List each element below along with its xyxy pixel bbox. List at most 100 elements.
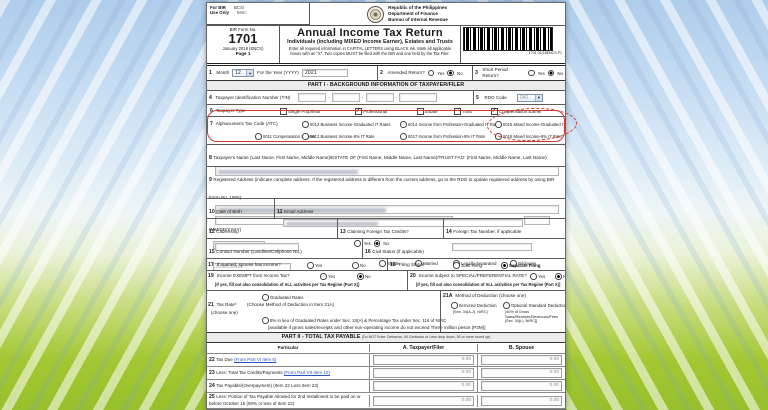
tax-rate-label: Tax Rate* xyxy=(216,302,237,308)
short-period-label: Short Period Return? xyxy=(482,67,508,78)
professional-checkbox[interactable]: ✓ xyxy=(355,108,362,115)
single-proprietor-checkbox[interactable] xyxy=(280,108,287,115)
civil-widower-radio[interactable] xyxy=(510,260,517,267)
form-no-label: BIR Form No. xyxy=(229,27,257,32)
tin-box-2[interactable] xyxy=(331,93,360,102)
foreign-tax-number-label: Foreign Tax Number, if applicable xyxy=(453,229,522,234)
atc-ii014-radio[interactable] xyxy=(400,121,407,128)
row-items-19-20: 19 Income EXEMPT from Income Tax? Yes No … xyxy=(207,270,565,290)
row-items-12-14: 12 Citizenship 13 Claiming Foreign Tax Cre… xyxy=(207,218,565,252)
row-items-21-21a: Graduated Rates 21 Tax Rate* (Choose Meth… xyxy=(207,290,565,332)
zip-code-input[interactable] xyxy=(524,216,551,225)
use-only-label: Use Only xyxy=(210,10,230,15)
redacted-value xyxy=(286,221,378,227)
civil-single-radio[interactable] xyxy=(379,260,386,267)
citizenship-input[interactable] xyxy=(215,243,299,252)
atc-ii013-radio[interactable] xyxy=(302,133,309,140)
col-spouse: B. Spouse xyxy=(477,344,565,352)
part6-item5-link[interactable]: (From Part VI Item 5) xyxy=(234,356,277,362)
part7-item10-link[interactable]: (From Part VII Item 10) xyxy=(283,369,330,375)
dropdown-arrow-icon: ▼ xyxy=(246,70,254,76)
atc-ii015-radio[interactable] xyxy=(495,121,502,128)
civil-married-radio[interactable] xyxy=(415,260,422,267)
filing-status-label: Filing Status xyxy=(398,262,424,268)
month-select[interactable]: 12 ▼ xyxy=(232,69,255,77)
registered-address-input-1[interactable] xyxy=(215,205,559,214)
rdo-code-label: RDO Code xyxy=(484,94,507,100)
foreign-tax-number-input[interactable] xyxy=(452,243,532,252)
second-installment-spouse-input[interactable]: 0.00 xyxy=(481,395,562,406)
tax-credits-filer-input[interactable]: 0.00 xyxy=(373,368,474,378)
amended-no-radio[interactable] xyxy=(447,69,455,77)
separate-filing-radio[interactable] xyxy=(501,262,508,269)
itemized-deduction-radio[interactable] xyxy=(451,302,458,309)
year-label: For the Year (YYYY) xyxy=(257,70,299,76)
atc-ii012-radio[interactable] xyxy=(302,121,309,128)
form-version: January 2018 (ENCS) xyxy=(222,45,264,51)
dof-line: Department of Finance xyxy=(388,11,438,17)
short-period-yes-radio[interactable] xyxy=(528,69,535,77)
tin-box-4[interactable] xyxy=(399,93,438,102)
form-instructions-2: boxes with an "X". Two copies MUST be fi… xyxy=(290,50,450,56)
second-installment-filer-input[interactable]: 0.00 xyxy=(373,395,474,406)
graduated-rates-radio[interactable] xyxy=(262,294,269,301)
exempt-yes-radio[interactable] xyxy=(320,273,327,280)
trust-checkbox[interactable] xyxy=(454,108,461,115)
item18-number: 18 xyxy=(390,262,396,268)
year-input[interactable]: 2021 xyxy=(301,69,348,77)
item13-number: 13 xyxy=(340,229,346,235)
item20-number: 20 xyxy=(410,273,416,279)
spouse-income-no-radio[interactable] xyxy=(352,262,359,269)
tax-payable-spouse-input[interactable]: 0.00 xyxy=(481,381,562,391)
joint-filing-radio[interactable] xyxy=(453,262,460,269)
compensation-earner-checkbox[interactable]: ✓ xyxy=(491,108,498,115)
check-icon: ✓ xyxy=(355,107,361,114)
email-label: Email Address xyxy=(283,209,314,214)
amended-yes-radio[interactable] xyxy=(427,69,435,77)
tax-due-spouse-input[interactable]: 0.00 xyxy=(481,355,562,365)
email-input[interactable] xyxy=(283,219,523,227)
eight-percent-radio[interactable] xyxy=(262,317,269,324)
ftc-yes-radio[interactable] xyxy=(354,240,361,247)
table-row-24: 24 Tax Payable/(Overpayment) (Item 22 Les… xyxy=(207,379,565,392)
part2-title: PART II - TOTAL TAX PAYABLE xyxy=(281,334,361,340)
spouse-income-yes-radio[interactable] xyxy=(307,262,314,269)
redacted-value xyxy=(218,208,386,213)
barcode-image xyxy=(463,27,553,51)
form-number-box: BIR Form No. 1701 January 2018 (ENCS) Pa… xyxy=(207,26,280,63)
double-rule xyxy=(207,63,565,66)
item-label: Item: xyxy=(237,10,247,15)
rdo-code-select[interactable]: 040 ▼ xyxy=(516,93,543,102)
item1-number: 1 xyxy=(209,70,212,76)
exempt-no-radio[interactable] xyxy=(357,273,364,280)
table-row-22: 22 Tax Due (From Part VI Item 5) 0.00 0.0… xyxy=(207,353,565,366)
special-rate-yes-radio[interactable] xyxy=(530,273,537,280)
itemized-note: [Sec. 34(A-J), NIRC] xyxy=(453,310,488,314)
tax-payable-filer-input[interactable]: 0.00 xyxy=(373,381,474,391)
tax-credits-spouse-input[interactable]: 0.00 xyxy=(481,368,562,378)
form-title-box: Annual Income Tax Return Individuals (in… xyxy=(280,26,460,63)
bcs-label: BCS/ xyxy=(233,5,245,10)
taxpayer-name-label: Taxpayer's Name (Last Name, First Name, … xyxy=(213,155,547,160)
atc-ii016-radio[interactable] xyxy=(495,133,502,140)
estate-checkbox[interactable] xyxy=(417,108,424,115)
taxpayer-type-label: Taxpayer Type xyxy=(215,108,246,114)
item17-number: 17 xyxy=(208,262,214,268)
short-period-no-radio[interactable] xyxy=(547,69,555,77)
atc-ii017-radio[interactable] xyxy=(400,133,407,140)
special-rate-no-radio[interactable] xyxy=(555,273,562,280)
tin-box-3[interactable] xyxy=(365,93,394,102)
osd-radio[interactable] xyxy=(503,302,510,309)
date-of-birth-label: Date of Birth (MM/DD/YYYY) xyxy=(209,209,242,232)
tax-table-header: Particular A. Taxpayer/Filer B. Spouse xyxy=(207,342,565,353)
item19-note: [If yes, fill out also consolidation of … xyxy=(215,282,360,287)
tin-box-1[interactable] xyxy=(298,93,327,102)
row-items-1-3: 1 Month 12 ▼ For the Year (YYYY) 2021 2 A… xyxy=(209,66,563,80)
atc-ii011-radio[interactable] xyxy=(255,133,262,140)
month-label: Month xyxy=(216,70,230,76)
item2-number: 2 xyxy=(380,70,383,76)
bir-seal-icon xyxy=(367,5,385,23)
ftc-no-radio[interactable] xyxy=(373,240,381,247)
tax-due-filer-input[interactable]: 0.00 xyxy=(373,355,474,365)
